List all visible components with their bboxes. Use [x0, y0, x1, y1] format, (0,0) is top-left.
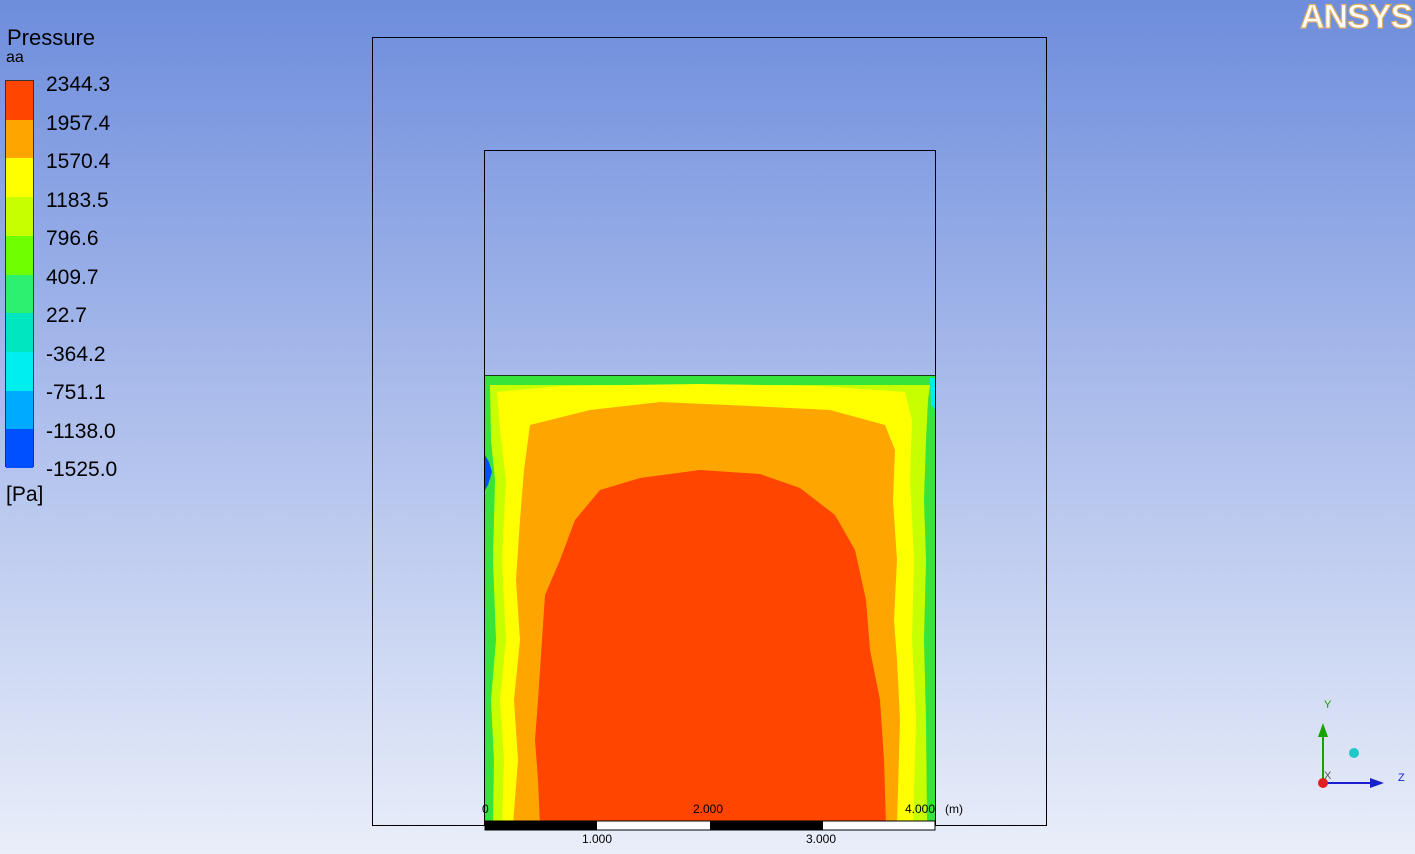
legend-label: 2344.3: [46, 73, 111, 96]
z-axis-arrow: [1370, 778, 1384, 788]
color-legend-bar: [5, 80, 34, 469]
contour-band-red: [535, 470, 886, 825]
legend-label: -1138.0: [46, 419, 116, 443]
legend-band-1: [6, 119, 33, 159]
scale-unit: (m): [945, 802, 963, 816]
view-center-dot: [1349, 748, 1359, 758]
legend-label: 409.7: [46, 265, 99, 289]
legend-band-8: [6, 390, 33, 430]
contour-low-pressure-spot: [485, 455, 492, 490]
z-axis-label: Z: [1398, 772, 1405, 784]
legend-label: -751.1: [46, 381, 106, 404]
scale-tick-0: 0: [482, 802, 489, 816]
ansys-logo: ANSYS: [1298, 0, 1415, 39]
legend-band-9: [6, 429, 33, 469]
legend-band-0: [6, 81, 33, 121]
pressure-contour: [485, 375, 935, 825]
legend-band-5: [6, 274, 33, 314]
axis-triad[interactable]: Y Z X: [1318, 699, 1405, 788]
scale-tick-4: 4.000: [905, 802, 935, 816]
legend-label: 22.7: [46, 304, 87, 327]
legend-label: -1525.0: [46, 458, 118, 481]
legend-label: 1957.4: [46, 111, 111, 135]
legend-band-3: [6, 197, 33, 237]
legend-unit: [Pa]: [6, 483, 44, 506]
scale-segment-1: [485, 821, 597, 830]
legend-subtitle: aa: [6, 49, 24, 66]
logo-text: ANSYS: [1300, 0, 1412, 34]
y-axis-label: Y: [1324, 699, 1332, 711]
legend-band-2: [6, 158, 33, 198]
x-axis-dot: [1318, 778, 1328, 788]
legend-label: 796.6: [46, 227, 99, 250]
scale-segment-3: [710, 821, 823, 830]
legend-band-6: [6, 313, 33, 353]
x-axis-label: X: [1324, 770, 1332, 782]
scale-tick-1: 1.000: [582, 832, 612, 846]
legend-title: Pressure: [7, 25, 96, 50]
scale-tick-3: 3.000: [806, 832, 836, 846]
scale-bar: 0 2.000 4.000 (m) 1.000 3.000: [482, 802, 963, 846]
legend-band-7: [6, 351, 33, 392]
scale-tick-2: 2.000: [693, 802, 723, 816]
y-axis-arrow: [1318, 723, 1328, 737]
legend-label: 1183.5: [46, 188, 109, 212]
legend-label: -364.2: [46, 342, 106, 366]
contour-edge-right: [930, 378, 935, 410]
legend-band-4: [6, 235, 33, 275]
legend-label: 1570.4: [46, 150, 111, 173]
